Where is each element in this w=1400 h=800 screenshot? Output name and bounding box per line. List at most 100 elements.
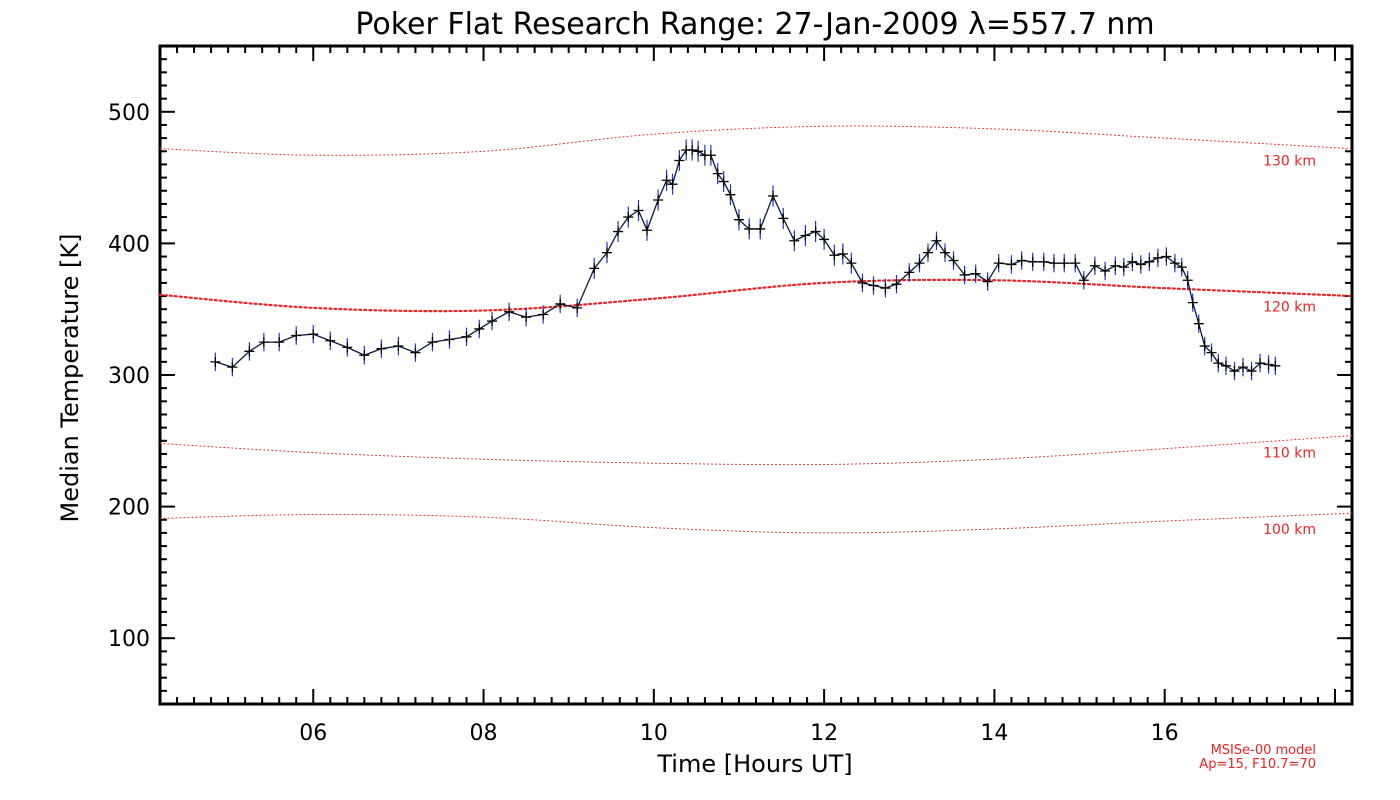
data-point <box>633 205 644 216</box>
data-point <box>613 226 624 237</box>
data-point <box>1027 256 1038 267</box>
data-series <box>210 139 1281 381</box>
data-point <box>521 312 532 323</box>
model-curve <box>159 435 1353 466</box>
axis-ticks <box>160 46 1353 704</box>
model-curve-label: 110 km <box>1263 446 1316 462</box>
data-point <box>846 258 857 269</box>
data-point <box>800 230 811 241</box>
model-curves: 130 km 120 km 110 km 100 km <box>158 125 1354 538</box>
data-point <box>1220 360 1231 371</box>
data-point <box>744 223 755 234</box>
data-point <box>718 176 729 187</box>
data-point <box>308 329 319 340</box>
data-point <box>959 269 970 280</box>
data-point <box>589 263 600 274</box>
data-point <box>1006 259 1017 270</box>
data-point <box>755 223 766 234</box>
model-curve <box>158 278 1354 313</box>
data-point <box>1135 259 1146 270</box>
model-curve-label: 120 km <box>1263 300 1316 316</box>
data-point <box>474 323 485 334</box>
data-point <box>1161 251 1172 262</box>
data-point <box>376 343 387 354</box>
y-tick-label: 300 <box>108 364 150 389</box>
data-point <box>291 330 302 341</box>
y-axis-label: Median Temperature [K] <box>56 233 84 522</box>
data-point <box>461 331 472 342</box>
data-point <box>1199 341 1210 352</box>
y-tick-label: 400 <box>108 232 150 257</box>
data-point <box>1016 255 1027 266</box>
data-point <box>948 255 959 266</box>
data-point <box>1089 260 1100 271</box>
data-point <box>572 302 583 313</box>
data-point <box>837 248 848 259</box>
data-point <box>1070 258 1081 269</box>
x-tick-label: 12 <box>810 721 838 746</box>
model-curve-label: 100 km <box>1263 522 1316 538</box>
data-point <box>342 342 353 353</box>
data-point <box>538 309 549 320</box>
x-axis-label: Time [Hours UT] <box>656 750 852 778</box>
data-point <box>1118 262 1129 273</box>
data-point <box>778 213 789 224</box>
data-point <box>210 356 221 367</box>
data-point <box>725 189 736 200</box>
data-point <box>393 341 404 352</box>
temperature-line <box>215 149 1276 372</box>
data-point <box>274 337 285 348</box>
data-point <box>642 225 653 236</box>
data-point <box>427 337 438 348</box>
data-point <box>712 168 723 179</box>
data-point <box>829 250 840 261</box>
data-point <box>653 194 664 205</box>
x-tick-label: 16 <box>1151 721 1179 746</box>
data-point <box>1187 297 1198 308</box>
model-footnote-line-1: MSISe-00 model <box>1211 743 1316 758</box>
data-point <box>914 258 925 269</box>
data-point <box>1100 266 1111 277</box>
data-point <box>819 234 830 245</box>
data-point <box>1255 358 1266 369</box>
data-point <box>705 150 716 161</box>
data-point <box>602 247 612 258</box>
data-point <box>1169 258 1180 269</box>
data-point <box>1038 256 1049 267</box>
data-point <box>661 175 672 186</box>
data-point <box>1127 256 1138 267</box>
chart-title: Poker Flat Research Range: 27-Jan-2009 λ… <box>355 7 1154 42</box>
data-point <box>359 350 370 361</box>
data-point <box>891 279 902 290</box>
data-point <box>1176 262 1187 273</box>
data-point <box>687 144 698 155</box>
tick-labels: 06 08 10 12 14 16 100 200 300 400 500 <box>108 101 1179 746</box>
data-point <box>623 212 634 223</box>
data-point <box>1270 360 1281 371</box>
plot-frame <box>158 44 1354 706</box>
model-curve-label: 130 km <box>1263 153 1316 169</box>
data-point <box>1144 256 1155 267</box>
x-tick-label: 14 <box>980 721 1008 746</box>
data-point <box>1263 359 1274 370</box>
data-point <box>1049 258 1059 269</box>
data-point <box>940 247 951 258</box>
data-point <box>733 214 744 225</box>
data-point <box>789 235 800 246</box>
data-point <box>1152 252 1163 263</box>
y-tick-label: 500 <box>108 101 150 126</box>
x-tick-label: 06 <box>299 721 327 746</box>
data-point <box>258 337 269 348</box>
data-point <box>410 347 421 358</box>
data-point <box>1206 347 1217 358</box>
data-point <box>325 335 336 346</box>
data-point <box>810 226 821 237</box>
data-point <box>444 334 455 345</box>
data-point <box>868 280 879 291</box>
data-point <box>667 179 678 190</box>
data-point <box>993 258 1004 269</box>
data-point <box>1182 275 1193 286</box>
data-point <box>1078 275 1089 286</box>
data-point <box>1110 260 1121 271</box>
